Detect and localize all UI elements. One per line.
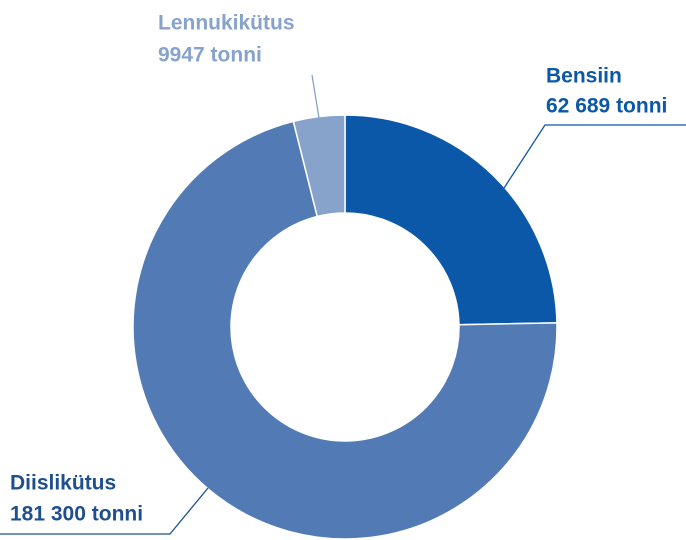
slice-value-label: 62 689 tonni: [546, 95, 667, 118]
slice-value-label: 181 300 tonni: [10, 503, 143, 526]
slice-label: Diislikütus: [10, 472, 116, 495]
donut-slice: [132, 120, 558, 540]
donut-slice: [292, 114, 346, 218]
donut-slice: [344, 114, 558, 326]
leader-line: [0, 487, 209, 535]
slice-label: Bensiin: [546, 65, 622, 88]
slice-label: Lennukikütus: [158, 12, 295, 35]
slice-value-label: 9947 tonni: [158, 44, 262, 67]
donut: [132, 114, 558, 540]
leader-line: [492, 124, 686, 206]
leader-line: [311, 74, 320, 119]
